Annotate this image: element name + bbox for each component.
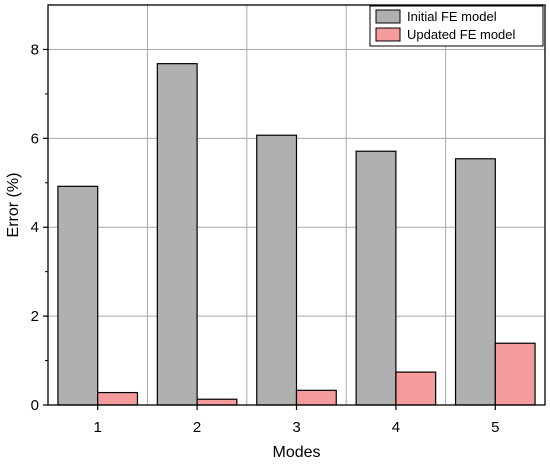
- y-axis-label: Error (%): [5, 173, 22, 238]
- x-tick-label: 3: [292, 419, 300, 436]
- legend-label-2: Updated FE model: [407, 27, 516, 42]
- x-tick-label: 5: [491, 419, 499, 436]
- bar-series-1-mode-1: [57, 185, 99, 406]
- bar-series-2-mode-1: [97, 391, 139, 406]
- y-tick-label: 6: [31, 130, 39, 147]
- y-axis-ticks: 0 2 4 6 8: [31, 41, 48, 414]
- bar-series-1-mode-5: [454, 158, 496, 406]
- bar-series-1-mode-2: [156, 63, 198, 406]
- y-tick-label: 4: [31, 219, 39, 236]
- y-tick-label: 0: [31, 397, 39, 414]
- legend-swatch-1: [375, 9, 401, 24]
- legend-swatch-2: [375, 27, 401, 42]
- bar-series-2-mode-2: [196, 398, 238, 406]
- legend-label-1: Initial FE model: [407, 9, 497, 24]
- bar-series-2-mode-3: [295, 389, 337, 406]
- bar-series-1-mode-3: [256, 134, 298, 406]
- x-tick-label: 2: [193, 419, 201, 436]
- x-tick-label: 1: [94, 419, 102, 436]
- legend: Initial FE model Updated FE model: [369, 5, 544, 47]
- bar-series-2-mode-5: [494, 342, 536, 406]
- x-axis-ticks: 1 2 3 4 5: [94, 405, 499, 436]
- y-tick-label: 2: [31, 308, 39, 325]
- y-tick-label: 8: [31, 41, 39, 58]
- bar-series-2-mode-4: [395, 371, 437, 406]
- bar-series-1-mode-4: [355, 150, 397, 406]
- x-axis-label: Modes: [272, 444, 320, 461]
- x-tick-label: 4: [392, 419, 400, 436]
- bars: [57, 63, 536, 406]
